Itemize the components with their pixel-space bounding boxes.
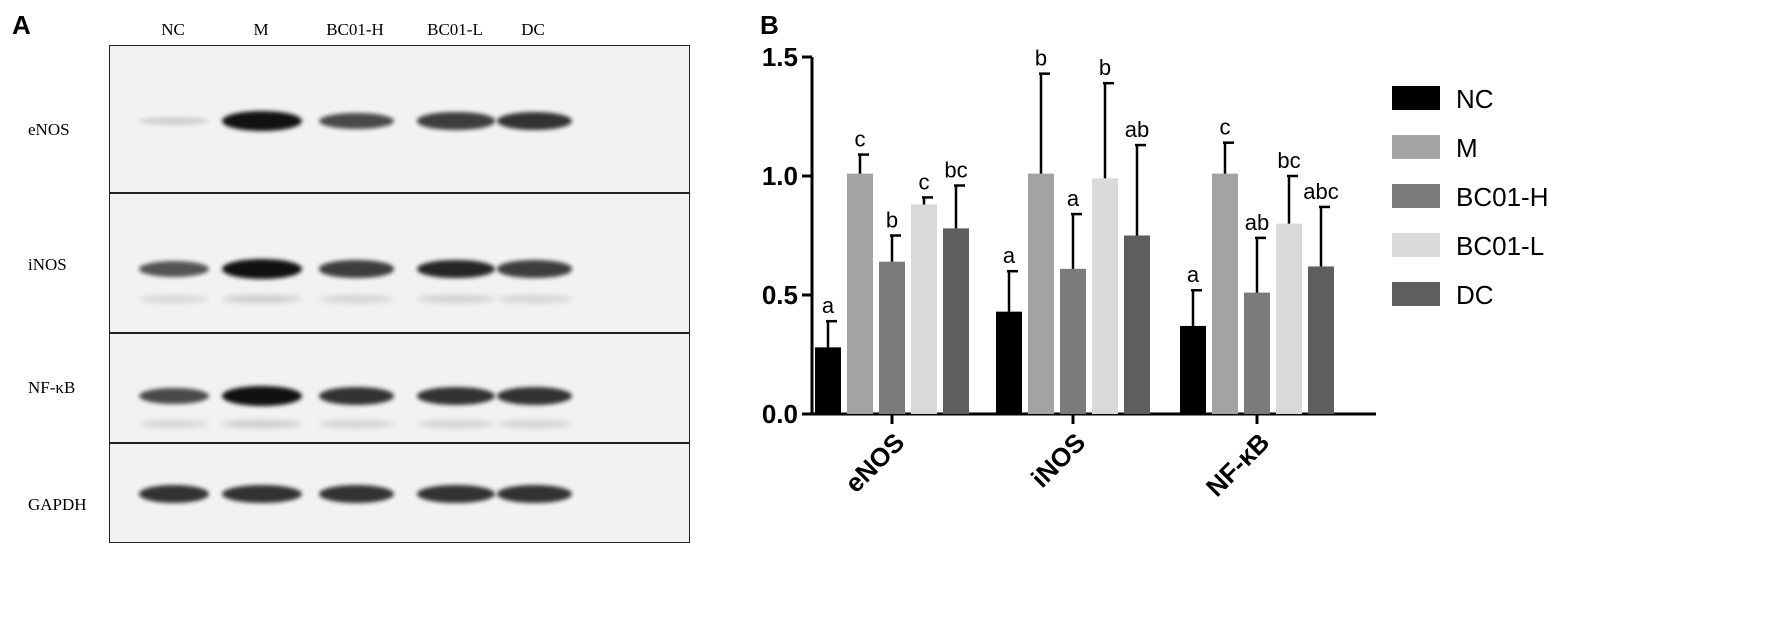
band-nfb-m	[222, 386, 302, 406]
blot-strip-gapdh	[109, 443, 690, 543]
band-inos-bc01-h	[318, 295, 394, 303]
legend-label-nc: NC	[1456, 84, 1494, 114]
chart-legend: NC M BC01-H BC01-L DC	[1392, 84, 1548, 310]
significance-letter-enos-dc: bc	[944, 158, 967, 183]
bar-nfb-m	[1212, 173, 1238, 414]
panel-a-label: A	[12, 10, 31, 40]
bar-inos-nc	[996, 311, 1022, 414]
band-nfb-nc	[139, 387, 209, 405]
band-inos-dc	[496, 260, 572, 278]
lane-label-bc01-h: BC01-H	[326, 20, 384, 39]
band-gapdh-dc	[496, 485, 572, 503]
band-nfb-bc01-l	[417, 387, 495, 405]
band-inos-bc01-h	[318, 260, 394, 278]
legend-label-bc01l: BC01-L	[1456, 231, 1544, 261]
significance-letter-enos-nc: a	[822, 293, 835, 318]
bar-inos-m	[1028, 173, 1054, 414]
legend-label-bc01h: BC01-H	[1456, 182, 1548, 212]
band-gapdh-bc01-h	[318, 485, 394, 503]
band-gapdh-nc	[139, 485, 209, 503]
bar-inos-dc	[1124, 235, 1150, 414]
y-tick-label: 1.5	[762, 42, 798, 72]
legend-label-dc: DC	[1456, 280, 1494, 310]
legend-swatch-dc	[1392, 282, 1440, 306]
band-inos-m	[222, 295, 302, 303]
significance-letter-nfb-bc01h: ab	[1245, 210, 1269, 235]
bar-enos-bc01l	[911, 204, 937, 414]
band-nfb-bc01-l	[417, 420, 495, 428]
significance-letter-inos-m: b	[1035, 46, 1047, 71]
band-nfb-bc01-h	[318, 387, 394, 405]
bar-nfb-dc	[1308, 266, 1334, 414]
bar-nfb-nc	[1180, 325, 1206, 414]
significance-letter-nfb-nc: a	[1187, 262, 1200, 287]
band-inos-bc01-l	[417, 259, 495, 279]
band-nfb-bc01-h	[318, 420, 394, 428]
lane-label-dc: DC	[521, 20, 545, 39]
x-tick-label: eNOS	[839, 427, 910, 498]
significance-letter-inos-nc: a	[1003, 243, 1016, 268]
bar-enos-m	[847, 173, 873, 414]
band-nfb-dc	[496, 420, 572, 428]
band-nfb-dc	[496, 387, 572, 405]
band-enos-bc01-h	[318, 112, 394, 130]
significance-letter-inos-bc01l: b	[1099, 55, 1111, 80]
band-inos-nc	[139, 261, 209, 277]
band-enos-nc	[139, 116, 209, 126]
legend-swatch-bc01l	[1392, 233, 1440, 257]
band-inos-m	[222, 259, 302, 279]
bar-enos-dc	[943, 228, 969, 414]
band-nfb-nc	[139, 420, 209, 428]
blot-strip-inos	[109, 193, 690, 333]
band-gapdh-bc01-l	[417, 485, 495, 503]
bar-chart: 0.00.51.01.5Folders of normaleNOSiNOSNF-…	[762, 42, 1549, 502]
bar-nfb-bc01h	[1244, 292, 1270, 414]
significance-letter-inos-bc01h: a	[1067, 186, 1080, 211]
bar-inos-bc01h	[1060, 268, 1086, 414]
band-inos-bc01-l	[417, 295, 495, 303]
y-tick-label: 0.0	[762, 399, 798, 429]
blot-strip-enos	[109, 45, 690, 193]
x-tick-label: iNOS	[1025, 427, 1091, 493]
blot-strip-nfkb	[109, 333, 690, 443]
panel-b-label: B	[760, 10, 779, 40]
y-tick-label: 1.0	[762, 161, 798, 191]
significance-letter-enos-bc01l: c	[919, 169, 930, 194]
significance-letter-nfb-bc01l: bc	[1277, 148, 1300, 173]
significance-letter-nfb-dc: abc	[1303, 179, 1338, 204]
row-label-gapdh: GAPDH	[28, 495, 87, 514]
row-label-inos: iNOS	[28, 255, 67, 274]
band-nfb-m	[222, 420, 302, 428]
significance-letter-inos-dc: ab	[1125, 117, 1149, 142]
legend-swatch-nc	[1392, 86, 1440, 110]
lane-label-bc01-l: BC01-L	[427, 20, 483, 39]
row-label-enos: eNOS	[28, 120, 70, 139]
band-enos-m	[222, 111, 302, 131]
band-inos-dc	[496, 295, 572, 303]
bar-nfb-bc01l	[1276, 223, 1302, 414]
band-gapdh-m	[222, 485, 302, 503]
band-enos-bc01-l	[417, 112, 495, 130]
significance-letter-enos-bc01h: b	[886, 208, 898, 233]
lane-label-m: M	[253, 20, 269, 39]
band-enos-dc	[496, 112, 572, 130]
legend-swatch-m	[1392, 135, 1440, 159]
bar-enos-nc	[815, 347, 841, 414]
lane-label-nc: NC	[161, 20, 185, 39]
legend-swatch-bc01h	[1392, 184, 1440, 208]
bar-inos-bc01l	[1092, 178, 1118, 414]
row-label-nfkb: NF-κB	[28, 378, 76, 397]
x-tick-label: NF-κB	[1200, 427, 1275, 502]
y-tick-label: 0.5	[762, 280, 798, 310]
significance-letter-enos-m: c	[855, 127, 866, 152]
band-inos-nc	[139, 295, 209, 303]
legend-label-m: M	[1456, 133, 1478, 163]
bar-enos-bc01h	[879, 261, 905, 414]
significance-letter-nfb-m: c	[1220, 115, 1231, 140]
